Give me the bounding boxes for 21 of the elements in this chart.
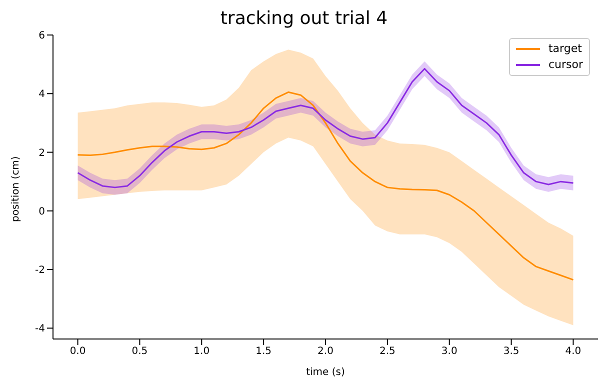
x-tick-label: 3.5 (503, 346, 520, 358)
y-tick-label: 6 (38, 30, 45, 42)
x-tick-label: 4.0 (565, 346, 582, 358)
legend-label: cursor (548, 57, 583, 73)
x-tick-label: 2.5 (379, 346, 396, 358)
x-tick-label: 1.0 (194, 346, 210, 358)
x-tick-label: 2.0 (318, 346, 334, 358)
chart-title: tracking out trial 4 (219, 8, 389, 30)
y-tick-label: -2 (35, 265, 45, 276)
y-tick-label: 0 (38, 206, 45, 218)
y-tick-label: 4 (38, 89, 45, 100)
x-axis-title: time (s) (306, 367, 345, 378)
x-tick-label: 0.5 (132, 346, 148, 358)
line-series (77, 91, 574, 281)
y-axis-title: position (cm) (10, 156, 22, 222)
y-tick-label: 2 (38, 148, 45, 159)
x-tick-label: 3.0 (441, 346, 458, 358)
x-tick-label: 1.5 (256, 346, 272, 358)
legend-label: target (548, 41, 582, 57)
x-tick-label: 0.0 (70, 346, 86, 358)
y-tick-label: -4 (35, 324, 45, 335)
